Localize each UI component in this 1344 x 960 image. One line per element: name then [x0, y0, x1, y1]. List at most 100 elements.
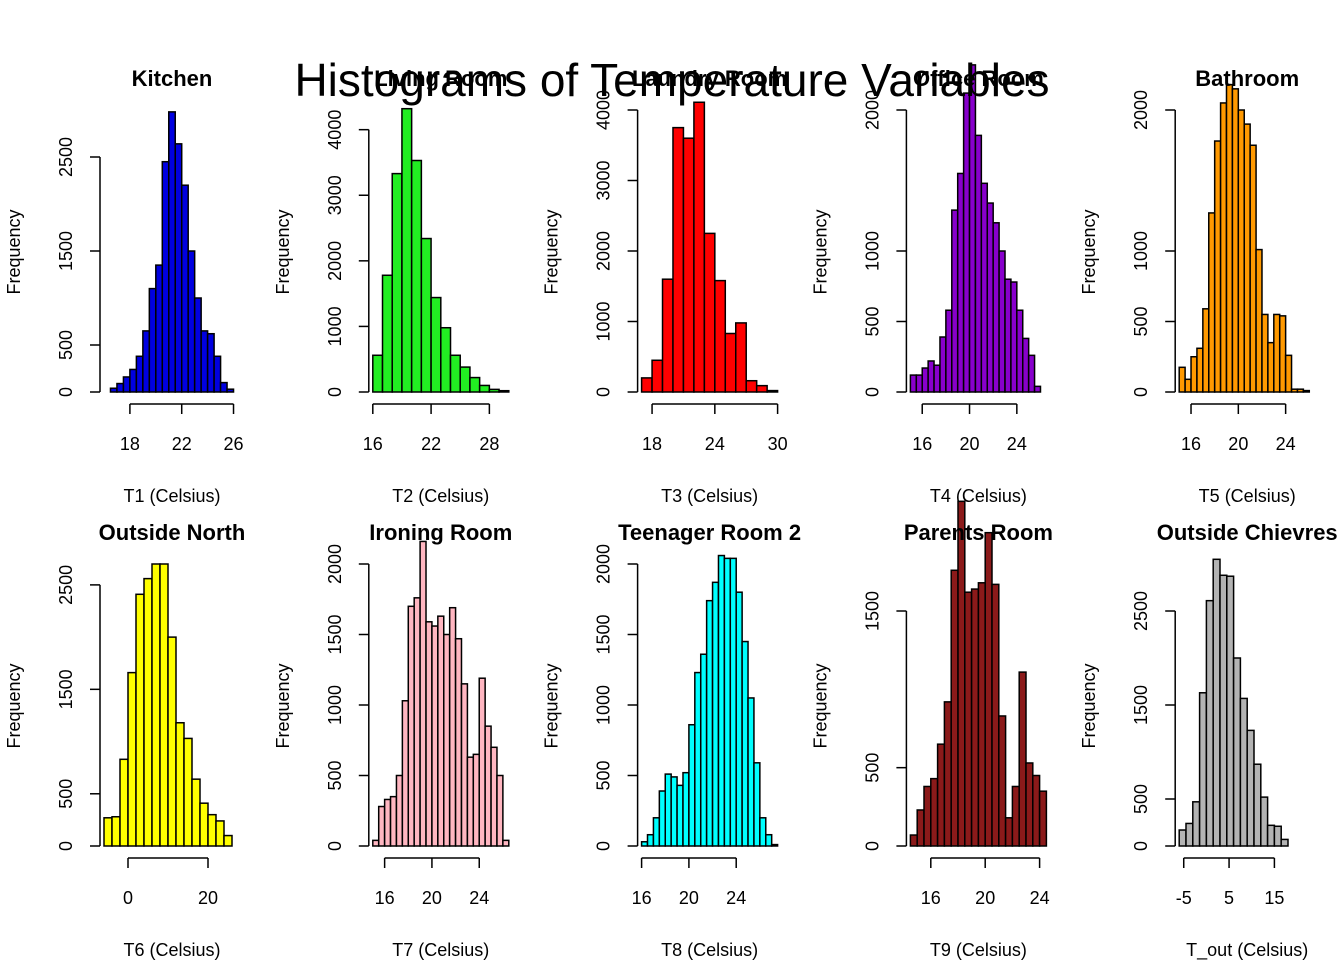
histogram-bar — [1016, 309, 1024, 393]
histogram-bar — [1296, 388, 1305, 393]
y-tick-label: 1500 — [1131, 685, 1151, 725]
y-tick-label: 500 — [56, 779, 76, 809]
histogram-bar — [705, 599, 714, 847]
histogram-bar — [980, 182, 989, 393]
histogram-bar — [103, 817, 113, 847]
x-tick-label: 18 — [120, 434, 140, 454]
y-tick-label: 1000 — [1131, 231, 1151, 271]
histogram-panel: 0 500 1500 2500 -5 5 15 Outside Chievres T_out (… — [1079, 520, 1337, 960]
histogram-bar — [372, 354, 384, 393]
histogram-bar — [968, 64, 977, 393]
histogram-bar — [449, 354, 461, 393]
histogram-bar — [1284, 354, 1293, 393]
histogram-bar — [148, 287, 157, 393]
histogram-bar — [1266, 824, 1276, 847]
histogram-bar — [753, 762, 761, 847]
x-tick-label: 30 — [768, 434, 788, 454]
y-tick-label: 2500 — [1131, 591, 1151, 631]
y-tick-label: 500 — [862, 753, 882, 783]
histogram-bar — [1213, 140, 1222, 393]
histogram-bar — [161, 160, 170, 393]
y-tick-label: 1000 — [325, 306, 345, 346]
histogram-bar — [395, 774, 404, 847]
histogram-panel: 0 1000 2000 3000 4000 16 22 28 Living Room T2 (Ce… — [273, 66, 510, 506]
x-tick-label: 16 — [363, 434, 383, 454]
histogram-bar — [381, 274, 393, 393]
histogram-bar — [111, 816, 121, 847]
histogram-panel: 0 500 1000 1500 2000 16 20 24 Ironing Room T7 (Ce… — [273, 520, 512, 960]
y-tick-label: 500 — [862, 306, 882, 336]
histogram-bar — [167, 636, 177, 847]
histogram-bar — [440, 326, 452, 393]
x-axis-label: T2 (Celsius) — [392, 486, 489, 506]
histogram-bar — [142, 330, 151, 393]
histogram-bar — [448, 606, 457, 847]
y-tick-label: 1000 — [594, 301, 614, 341]
histogram-bar — [672, 126, 685, 393]
histogram-bar — [734, 322, 747, 393]
y-tick-label: 4000 — [325, 110, 345, 150]
histogram-bar — [1219, 574, 1228, 847]
panel-title: Bathroom — [1195, 66, 1299, 91]
histogram-bar — [1205, 599, 1214, 847]
y-axis-label: Frequency — [273, 209, 293, 294]
histogram-bar — [1027, 354, 1036, 393]
y-tick-label: 2500 — [56, 137, 76, 177]
y-tick-label: 2000 — [862, 90, 882, 130]
histogram-bar — [1253, 763, 1262, 847]
x-tick-label: 16 — [375, 888, 395, 908]
x-axis-label: T9 (Celsius) — [930, 940, 1027, 960]
histogram-bar — [187, 250, 196, 393]
y-axis-label: Frequency — [810, 663, 830, 748]
figure-title: Histograms of Temperature Variables — [294, 54, 1049, 106]
histogram-bar — [431, 625, 439, 847]
y-axis-label: Frequency — [273, 663, 293, 748]
histogram-bar — [1280, 838, 1289, 847]
y-tick-label: 0 — [1131, 841, 1151, 851]
histogram-bar — [377, 805, 386, 847]
histogram-bar — [420, 237, 432, 393]
histogram-bar — [1185, 822, 1194, 847]
histogram-bar — [437, 615, 445, 847]
y-tick-label: 0 — [325, 841, 345, 851]
histogram-bar — [747, 697, 755, 847]
histogram-bar — [682, 771, 690, 847]
histogram-bar — [724, 332, 737, 393]
y-axis-label: Frequency — [810, 209, 830, 294]
histogram-bar — [1022, 337, 1030, 393]
x-tick-label: 16 — [632, 888, 652, 908]
histogram-bar — [766, 389, 779, 393]
histogram-bar — [1202, 308, 1210, 393]
histogram-bar — [135, 593, 145, 847]
histogram-bar — [711, 581, 720, 847]
panel-title: Parents Room — [904, 520, 1053, 545]
histogram-bar — [430, 296, 442, 393]
histogram-bar — [951, 209, 959, 393]
histogram-bar — [496, 774, 504, 847]
y-tick-label: 0 — [325, 387, 345, 397]
x-axis-label: T6 (Celsius) — [123, 940, 220, 960]
histogram-bar — [714, 279, 727, 393]
histogram-bar — [1018, 671, 1027, 847]
histogram-bar — [206, 332, 215, 393]
histogram-bar — [1212, 558, 1221, 847]
y-tick-label: 0 — [1131, 387, 1151, 397]
histogram-bar — [1190, 356, 1198, 393]
histogram-bar — [472, 753, 480, 847]
y-tick-label: 2000 — [594, 231, 614, 271]
y-tick-label: 0 — [594, 841, 614, 851]
y-tick-label: 2000 — [1131, 90, 1151, 130]
histogram-bar — [143, 577, 153, 847]
histogram-panel: 0 500 1000 2000 16 20 24 Bathroom T5 (Celsius) Fr… — [1079, 66, 1311, 506]
histogram-bar — [219, 381, 228, 393]
histogram-bar — [703, 232, 716, 393]
histogram-bar — [1004, 817, 1014, 847]
x-tick-label: 28 — [479, 434, 499, 454]
y-axis-label: Frequency — [542, 663, 562, 748]
histogram-bar — [957, 500, 966, 847]
y-tick-label: 0 — [56, 387, 76, 397]
histogram-bar — [1178, 829, 1187, 847]
histogram-bar — [454, 637, 463, 847]
y-tick-label: 3000 — [594, 160, 614, 200]
